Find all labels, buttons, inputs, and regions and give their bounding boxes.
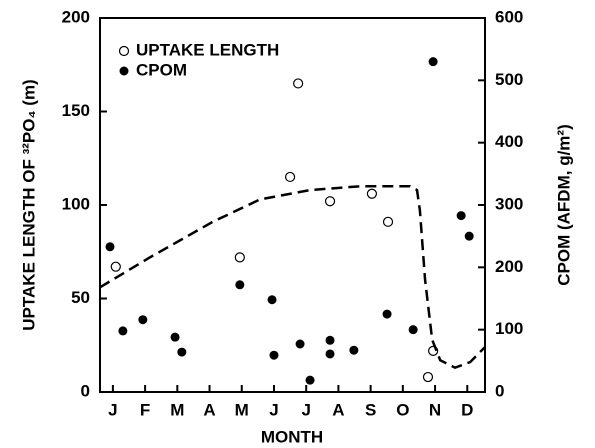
y2-tick-label: 300 bbox=[495, 194, 523, 213]
y2-tick-label: 100 bbox=[495, 319, 523, 338]
x-axis-label: MONTH bbox=[261, 427, 323, 446]
point bbox=[118, 326, 128, 336]
point bbox=[110, 261, 121, 272]
x-tick-label: A bbox=[203, 400, 215, 419]
legend-label: CPOM bbox=[136, 60, 187, 79]
x-tick-label: J bbox=[108, 400, 117, 419]
y2-tick-label: 400 bbox=[495, 132, 523, 151]
point bbox=[284, 171, 296, 183]
point bbox=[349, 345, 359, 355]
point bbox=[267, 295, 277, 305]
y2-tick-label: 200 bbox=[495, 257, 523, 276]
x-tick-label: J bbox=[301, 400, 310, 419]
point bbox=[366, 188, 378, 199]
point bbox=[382, 216, 394, 227]
point bbox=[382, 309, 392, 319]
point bbox=[138, 315, 148, 325]
point bbox=[428, 57, 438, 67]
point bbox=[177, 347, 187, 357]
point bbox=[170, 332, 180, 342]
y-tick-label: 200 bbox=[62, 7, 90, 26]
point bbox=[234, 252, 245, 263]
point bbox=[325, 349, 335, 359]
point bbox=[305, 375, 315, 385]
y-tick-label: 150 bbox=[62, 101, 90, 120]
point bbox=[269, 350, 279, 360]
x-tick-label: M bbox=[170, 400, 184, 419]
y-tick-label: 50 bbox=[71, 288, 90, 307]
x-tick-label: A bbox=[332, 400, 344, 419]
x-tick-label: N bbox=[429, 400, 441, 419]
y2-axis-label: CPOM (AFDM, g/m²) bbox=[554, 124, 573, 285]
point bbox=[293, 78, 304, 89]
x-tick-label: S bbox=[365, 400, 376, 419]
point bbox=[325, 335, 335, 345]
y2-tick-label: 500 bbox=[495, 70, 523, 89]
legend-marker bbox=[119, 66, 129, 76]
x-tick-label: D bbox=[461, 400, 473, 419]
y2-tick-label: 600 bbox=[495, 7, 523, 26]
y-tick-label: 0 bbox=[81, 381, 90, 400]
x-tick-label: F bbox=[140, 400, 150, 419]
y-axis-label: UPTAKE LENGTH OF ³²PO₄ (m) bbox=[19, 79, 38, 330]
point bbox=[105, 242, 115, 252]
y-tick-label: 100 bbox=[62, 194, 90, 213]
point bbox=[235, 280, 245, 290]
trend-line bbox=[99, 185, 486, 370]
point bbox=[422, 371, 434, 383]
x-tick-label: M bbox=[235, 400, 249, 419]
y2-tick-label: 0 bbox=[495, 381, 504, 400]
point bbox=[464, 231, 474, 241]
point bbox=[456, 211, 466, 221]
point bbox=[295, 339, 305, 349]
point bbox=[324, 196, 336, 207]
x-tick-label: J bbox=[269, 400, 278, 419]
legend-marker bbox=[118, 45, 130, 57]
legend-label: UPTAKE LENGTH bbox=[136, 40, 279, 59]
x-tick-label: O bbox=[396, 400, 409, 419]
point bbox=[408, 325, 418, 335]
